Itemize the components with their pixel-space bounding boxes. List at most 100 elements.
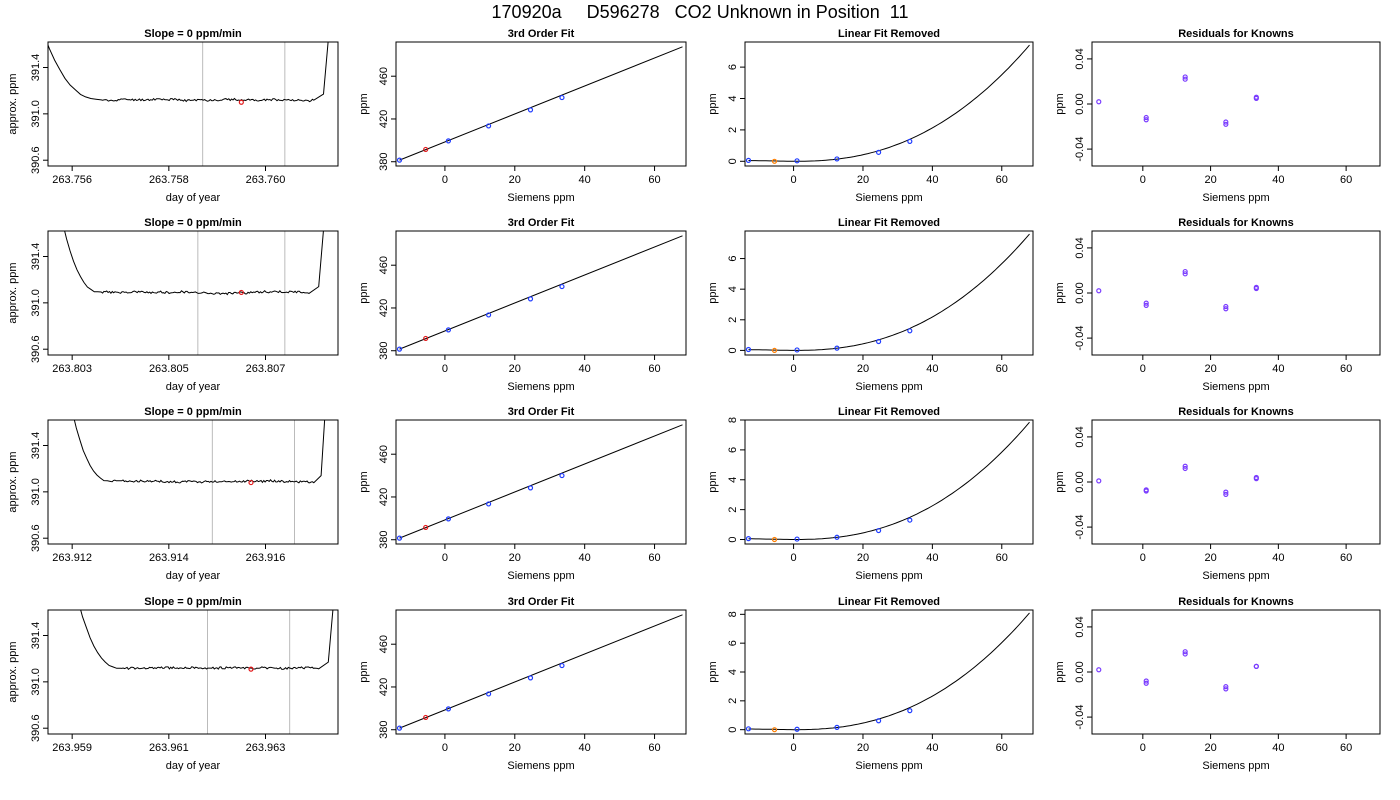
y-tick-label: -0.04 [1074, 326, 1086, 351]
y-tick-label: 0.04 [1074, 616, 1086, 637]
known-point [834, 724, 840, 730]
x-tick-label: 20 [509, 363, 521, 375]
y-tick-label: 0 [727, 727, 739, 733]
y-tick-label: 0.00 [1074, 661, 1086, 682]
panel-r1-c4: Residuals for Knowns 0 20 40 60 -0.04 0.00 0.04… [1054, 28, 1381, 204]
x-tick-label: 20 [509, 742, 521, 754]
y-axis-label: approx. ppm [7, 451, 19, 512]
y-axis-label: approx. ppm [7, 73, 19, 134]
residual-point [1143, 117, 1149, 123]
plot-area [396, 235, 683, 352]
known-point [485, 123, 492, 129]
x-axis-label: Siemens ppm [855, 570, 922, 582]
known-point [745, 536, 752, 542]
x-tick-label: 60 [1340, 174, 1352, 186]
panel-r2-c3: Linear Fit Removed 0 20 40 60 0 2 4 6 Siemens ppm… [707, 217, 1034, 393]
x-tick-label: 0 [442, 174, 448, 186]
x-axis-label: day of year [166, 381, 221, 393]
signal-trace [64, 231, 324, 296]
x-tick-label: 20 [509, 552, 521, 564]
residual-curve [748, 44, 1030, 162]
y-tick-label: 6 [727, 640, 739, 646]
residual-point [1143, 114, 1149, 121]
known-point [559, 94, 565, 101]
y-tick-label: 390.6 [30, 335, 42, 363]
residual-point [1096, 99, 1102, 105]
y-tick-label: 390.6 [30, 524, 42, 552]
known-point [396, 725, 403, 731]
known-point [875, 718, 882, 724]
x-tick-label: 40 [1272, 363, 1284, 375]
x-tick-label: 20 [857, 742, 869, 754]
plot-area [1096, 463, 1259, 497]
plot-frame [1091, 609, 1381, 735]
x-tick-label: 0 [791, 552, 797, 564]
residual-point [1253, 663, 1259, 669]
residual-point [1143, 300, 1149, 306]
known-point [907, 328, 913, 334]
x-tick-label: 0 [791, 174, 797, 186]
panel-title: Linear Fit Removed [838, 217, 940, 229]
y-tick-label: 391.0 [30, 478, 42, 506]
known-point [794, 158, 800, 164]
x-axis-label: Siemens ppm [507, 760, 574, 772]
residual-point [1143, 678, 1149, 684]
panel-r1-c2: 3rd Order Fit 0 20 40 60 380 420 460 Siemens ppm… [358, 28, 687, 204]
plot-area [745, 233, 1030, 354]
residual-point [1096, 667, 1102, 673]
x-tick-label: 60 [1340, 742, 1352, 754]
plot-frame [744, 41, 1034, 167]
residual-point [1143, 488, 1149, 494]
fit-line [399, 424, 683, 539]
x-tick-label: 60 [648, 174, 660, 186]
known-point [396, 157, 403, 163]
plot-frame [744, 419, 1034, 545]
y-tick-label: 4 [727, 669, 739, 675]
x-tick-label: 40 [926, 363, 938, 375]
x-tick-label: 263.914 [149, 552, 189, 564]
y-tick-label: 6 [727, 447, 739, 453]
panel-title: Residuals for Knowns [1178, 217, 1294, 229]
residual-point [1223, 119, 1229, 125]
y-tick-label: 2 [727, 698, 739, 704]
panel-title: Residuals for Knowns [1178, 28, 1294, 40]
x-axis-label: Siemens ppm [507, 192, 574, 204]
y-tick-label: 420 [378, 110, 390, 128]
residual-point [1182, 271, 1188, 277]
y-axis-label: ppm [358, 661, 370, 682]
y-tick-label: 4 [727, 477, 739, 483]
unknown-point [771, 536, 778, 543]
residual-point [1182, 76, 1188, 82]
known-point [875, 338, 882, 345]
unknown-point [771, 347, 778, 354]
x-tick-label: 263.803 [52, 363, 92, 375]
panel-title: 3rd Order Fit [508, 28, 575, 40]
plot-area [73, 420, 326, 544]
x-tick-label: 0 [1140, 174, 1146, 186]
fit-line [399, 235, 683, 350]
known-point [445, 706, 452, 712]
residual-point [1182, 74, 1188, 80]
plot-area [745, 421, 1030, 543]
panel-title: 3rd Order Fit [508, 406, 575, 418]
x-axis-label: Siemens ppm [507, 381, 574, 393]
residual-point [1143, 302, 1149, 308]
x-tick-label: 263.805 [149, 363, 189, 375]
x-axis-label: Siemens ppm [855, 760, 922, 772]
fit-line [399, 46, 683, 161]
residual-point [1223, 491, 1229, 497]
residual-curve [748, 612, 1030, 731]
unknown-marker [238, 289, 244, 296]
y-tick-label: 390.6 [30, 714, 42, 742]
x-axis-label: Siemens ppm [855, 381, 922, 393]
plot-area [48, 42, 329, 166]
unknown-point [771, 158, 778, 164]
y-axis-label: ppm [707, 282, 719, 303]
y-tick-label: 4 [727, 286, 739, 292]
y-tick-label: 420 [378, 299, 390, 317]
residual-point [1182, 651, 1188, 657]
x-tick-label: 20 [1204, 742, 1216, 754]
residual-point [1223, 489, 1229, 495]
plot-area [745, 44, 1030, 164]
x-tick-label: 40 [579, 742, 591, 754]
